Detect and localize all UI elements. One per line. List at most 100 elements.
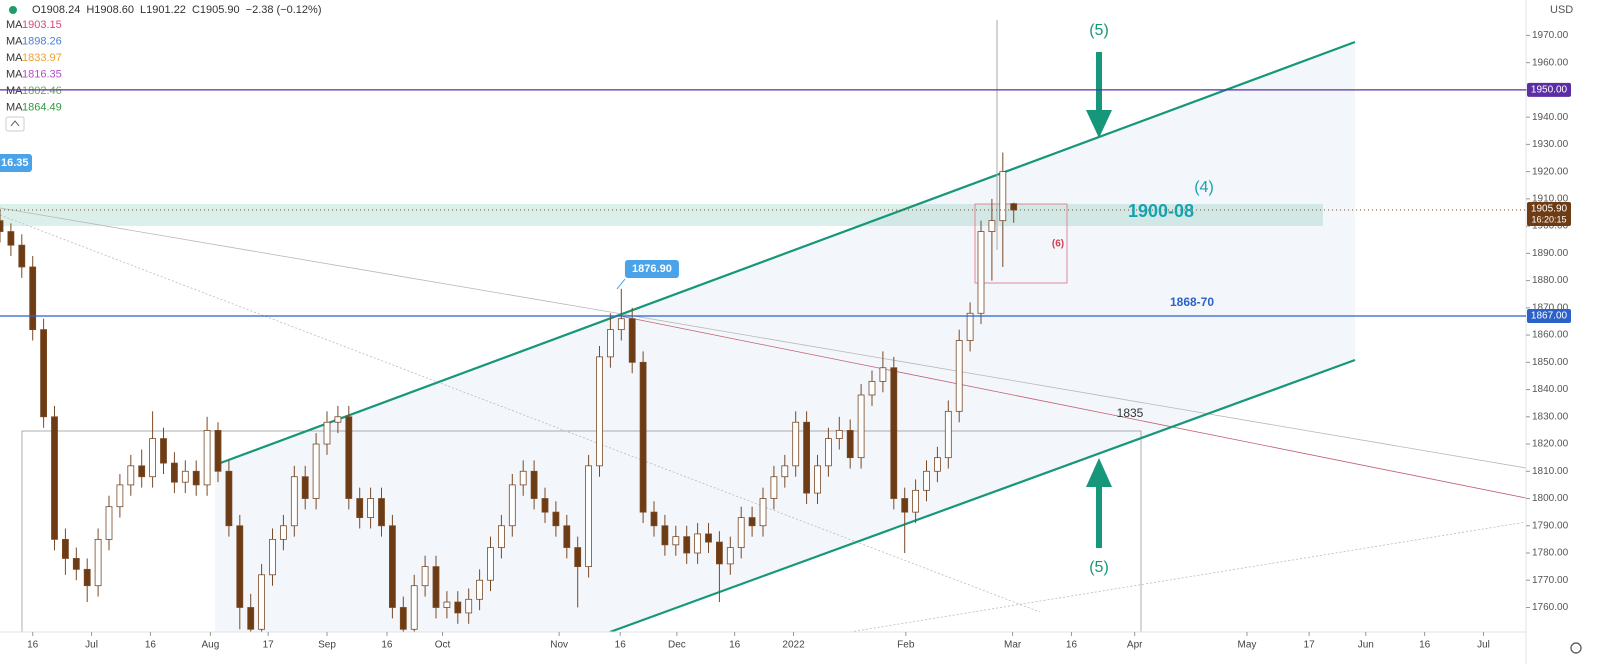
x-tick-label: 16	[615, 640, 627, 651]
candle-body	[596, 356, 603, 467]
x-tick-label: Aug	[201, 640, 219, 651]
candle-body	[247, 607, 255, 630]
currency: USD	[1550, 4, 1573, 16]
candle-body	[181, 470, 189, 483]
y-tick-label: 1970.00	[1532, 30, 1569, 41]
annotation: 1868-70	[1170, 295, 1214, 309]
x-tick-label: 16	[1066, 640, 1078, 651]
candle-body	[290, 476, 298, 527]
annotation: (4)	[1194, 179, 1214, 196]
candle-body	[694, 533, 701, 554]
annotation: (5)	[1089, 22, 1109, 39]
trend-line	[619, 315, 1526, 499]
x-tick-label: 16	[145, 640, 157, 651]
candle-body	[192, 470, 200, 486]
candle-body	[541, 498, 549, 513]
left-tag-box	[0, 154, 32, 172]
candle-body	[345, 416, 353, 499]
candle-body	[410, 585, 418, 630]
candle-body	[116, 484, 124, 508]
candle-body	[530, 470, 538, 499]
arrow-up	[1086, 458, 1112, 548]
ohlc-value: L1901.22	[140, 4, 186, 16]
candle-body	[890, 367, 898, 499]
candle-body	[138, 465, 146, 478]
candle-body	[846, 430, 854, 459]
candle-body	[508, 484, 516, 527]
y-tick-label: 1800.00	[1532, 493, 1569, 504]
settings-icon[interactable]	[1570, 642, 1582, 654]
x-tick-label: 16	[729, 640, 741, 651]
candle-body	[868, 380, 876, 396]
y-tick-label: 1840.00	[1532, 384, 1569, 395]
candle-body	[0, 220, 4, 232]
candle-body	[105, 506, 113, 540]
candle-body	[835, 430, 843, 439]
x-tick-label: Jul	[1477, 640, 1490, 651]
candle-body	[487, 547, 494, 581]
candle-body	[203, 430, 211, 486]
legend-value: 1903.15	[22, 19, 62, 31]
last-price-label: 1905.90	[1531, 204, 1568, 215]
y-tick-label: 1860.00	[1532, 330, 1569, 341]
candle-body	[737, 517, 745, 548]
y-tick-label: 1870.00	[1532, 302, 1569, 313]
x-tick-label: Dec	[668, 640, 686, 651]
ohlc-value: O1908.24	[32, 4, 80, 16]
candle-body	[476, 579, 484, 600]
legend-value: 1802.46	[22, 85, 62, 97]
callout-label: 1876.90	[632, 263, 672, 275]
candle-body	[563, 525, 571, 548]
status-dot	[9, 6, 17, 14]
legend-name: MA	[6, 52, 23, 64]
annotation: (6)	[1052, 239, 1064, 250]
candle-body	[399, 607, 407, 630]
candle-body	[934, 457, 941, 472]
legend-name: MA	[6, 101, 23, 113]
annotation: (5)	[1089, 559, 1109, 576]
x-tick-label: 17	[1304, 640, 1316, 651]
ohlc-value: C1905.90	[192, 4, 240, 16]
candle-body	[432, 566, 440, 608]
last-price-time: 16:20:15	[1531, 214, 1566, 224]
candle-body	[716, 541, 723, 565]
y-tick-label: 1770.00	[1532, 575, 1569, 586]
arrow-down	[1086, 52, 1112, 138]
candle-body	[367, 498, 375, 518]
candle-body	[312, 443, 320, 499]
trend-line	[0, 214, 1041, 613]
candle-body	[279, 525, 287, 540]
range-box	[21, 430, 1142, 632]
x-tick-label: 16	[1419, 640, 1431, 651]
x-tick-label: Nov	[550, 640, 568, 651]
candle-body	[999, 171, 1007, 222]
level-tag	[1527, 309, 1571, 323]
legend-name: MA	[6, 35, 23, 47]
candle-body	[977, 231, 985, 314]
candle-body	[803, 421, 810, 494]
x-tick-label: Feb	[897, 640, 915, 651]
candle-body	[236, 525, 244, 608]
candle-body	[356, 498, 364, 518]
legend-value: 1898.26	[22, 35, 62, 47]
collapse-button[interactable]	[5, 116, 25, 132]
box-6	[974, 203, 1068, 284]
y-tick-label: 1780.00	[1532, 548, 1569, 559]
ohlc-value: −2.38 (−0.12%)	[246, 4, 322, 16]
candle-body	[18, 244, 26, 268]
x-tick-label: 16	[27, 640, 39, 651]
candle-body	[51, 416, 58, 540]
y-tick-label: 1920.00	[1532, 166, 1569, 177]
y-tick-label: 1760.00	[1532, 602, 1569, 613]
annotation: 1900-08	[1128, 201, 1194, 221]
candle-body	[617, 318, 625, 331]
y-tick-label: 1830.00	[1532, 411, 1569, 422]
candle-body	[988, 220, 996, 232]
legend-name: MA	[6, 85, 23, 97]
candle-body	[726, 547, 734, 565]
y-tick-label: 1790.00	[1532, 520, 1569, 531]
y-tick-label: 1850.00	[1532, 357, 1569, 368]
candle-body	[497, 525, 505, 548]
channel-fill	[215, 42, 1355, 632]
candle-body	[323, 421, 331, 445]
